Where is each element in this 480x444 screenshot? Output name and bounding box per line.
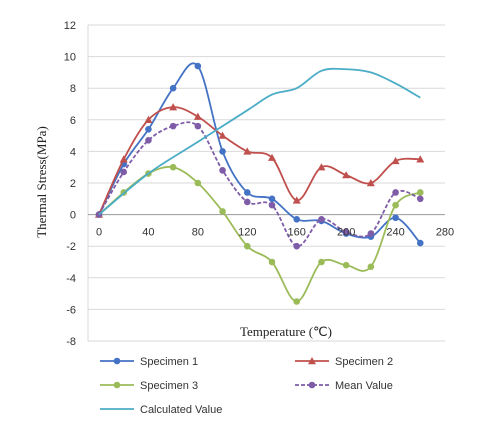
data-point	[416, 189, 424, 196]
data-point	[367, 230, 375, 237]
data-point	[292, 196, 301, 204]
data-point	[145, 125, 152, 133]
y-tick-label: -2	[66, 241, 76, 253]
legend-marker	[113, 357, 121, 365]
data-point	[416, 155, 425, 163]
series-specimen-2	[95, 103, 425, 218]
data-point	[366, 179, 375, 187]
x-axis-title: Temperature (℃)	[240, 324, 332, 339]
data-point	[392, 189, 399, 196]
series-line	[98, 106, 421, 215]
data-point	[318, 216, 325, 223]
data-point	[169, 84, 177, 92]
data-point	[342, 228, 350, 236]
data-point	[416, 239, 424, 247]
data-point	[194, 122, 202, 130]
legend-marker	[113, 381, 121, 389]
data-point	[268, 195, 276, 203]
data-point	[218, 131, 227, 139]
data-point	[392, 214, 399, 222]
data-point	[219, 167, 226, 174]
legend-marker	[308, 357, 316, 365]
data-point	[169, 122, 177, 130]
x-tick-label: 280	[436, 227, 454, 239]
series-specimen-1	[95, 62, 424, 247]
y-tick-label: 4	[70, 146, 76, 158]
data-point	[293, 298, 301, 305]
data-point	[169, 163, 177, 171]
y-tick-label: 8	[70, 83, 76, 95]
legend-item: Specimen 1	[100, 356, 198, 368]
data-point	[219, 148, 226, 155]
data-point	[194, 62, 202, 70]
data-point	[144, 115, 153, 123]
y-tick-label: 0	[70, 210, 76, 222]
legend-item: Specimen 2	[295, 356, 393, 368]
data-point	[293, 216, 301, 223]
data-point	[145, 137, 152, 144]
legend-item: Calculated Value	[100, 404, 222, 416]
y-tick-label: 12	[64, 20, 76, 32]
x-tick-label: 200	[337, 227, 355, 239]
data-point	[318, 258, 325, 266]
legend-label: Specimen 2	[335, 356, 393, 368]
data-point	[268, 201, 276, 209]
legend-label: Calculated Value	[140, 404, 222, 416]
x-tick-label: 160	[288, 227, 306, 239]
data-point	[293, 242, 301, 250]
data-point	[243, 147, 252, 155]
data-point	[193, 112, 202, 120]
y-tick-label: -6	[66, 304, 76, 316]
data-point	[120, 168, 128, 176]
legend-marker	[308, 381, 316, 389]
data-point	[243, 189, 251, 196]
data-series	[95, 62, 425, 305]
y-tick-label: -4	[66, 273, 76, 285]
data-point	[391, 156, 400, 165]
x-tick-label: 240	[386, 227, 404, 239]
legend-label: Mean Value	[335, 380, 393, 392]
data-point	[119, 155, 128, 163]
y-tick-label: -8	[66, 336, 76, 348]
data-point	[342, 171, 351, 179]
legend-item: Specimen 3	[100, 380, 198, 392]
x-tick-label: 0	[96, 227, 102, 239]
data-point	[268, 258, 276, 266]
gridlines	[88, 24, 445, 342]
y-tick-label: 6	[70, 115, 76, 127]
legend-item: Mean Value	[295, 380, 393, 392]
legend-label: Specimen 3	[140, 380, 198, 392]
x-tick-label: 80	[192, 227, 204, 239]
x-tick-label: 120	[238, 227, 256, 239]
data-point	[392, 201, 399, 209]
axes	[87, 25, 445, 341]
data-point	[268, 153, 276, 161]
data-point	[243, 242, 251, 250]
data-point	[367, 263, 375, 271]
legend-label: Specimen 1	[140, 356, 198, 368]
data-point	[342, 261, 350, 269]
y-axis-title: Thermal Stress(MPa)	[34, 126, 49, 238]
data-point	[219, 208, 226, 215]
y-tick-label: 10	[64, 52, 76, 64]
data-point	[317, 163, 326, 171]
series-mean-value	[95, 121, 424, 250]
legend: Specimen 1 Specimen 2 Specimen 3 Mean Value…	[100, 356, 393, 416]
data-point	[169, 103, 178, 111]
x-tick-label: 40	[142, 227, 154, 239]
series-line	[98, 67, 421, 216]
data-point	[416, 195, 424, 203]
data-point	[243, 198, 251, 206]
y-tick-label: 2	[70, 178, 76, 190]
series-calculated-value	[98, 67, 421, 216]
data-point	[194, 179, 202, 187]
